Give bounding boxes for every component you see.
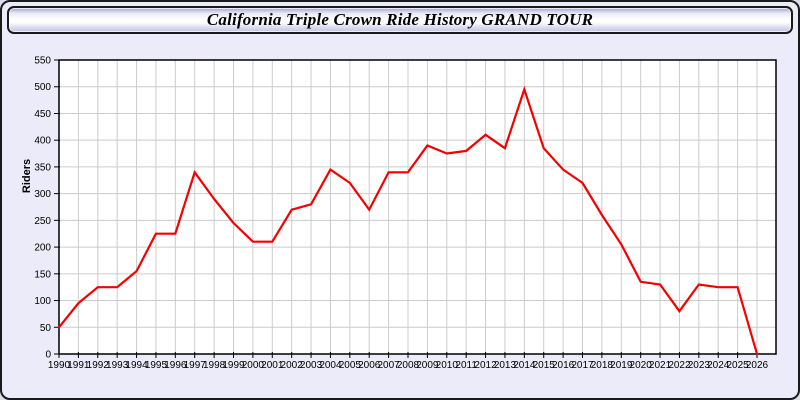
x-tick-label: 1994 xyxy=(125,360,148,371)
x-tick-label: 2020 xyxy=(630,360,653,371)
x-tick-label: 1995 xyxy=(145,360,168,371)
gridlines xyxy=(59,60,776,354)
x-tick-label: 2016 xyxy=(552,360,575,371)
x-tick-label: 2019 xyxy=(610,360,633,371)
title-bar: California Triple Crown Ride History GRA… xyxy=(7,6,793,34)
y-tick-label: 0 xyxy=(45,350,51,361)
x-tick-label: 1990 xyxy=(48,360,71,371)
x-tick-label: 1996 xyxy=(164,360,187,371)
y-tick-label: 450 xyxy=(34,109,51,120)
x-tick-label: 2018 xyxy=(591,360,614,371)
plot-area xyxy=(59,60,776,354)
x-tick-label: 2012 xyxy=(474,360,497,371)
x-tick-label: 1999 xyxy=(222,360,245,371)
y-tick-label: 50 xyxy=(40,323,52,334)
x-tick-label: 2003 xyxy=(300,360,323,371)
x-tick-label: 2022 xyxy=(668,360,691,371)
x-tick-label: 1992 xyxy=(87,360,110,371)
x-tick-label: 2023 xyxy=(688,360,711,371)
x-tick-label: 2011 xyxy=(455,360,477,371)
x-tick-label: 1993 xyxy=(106,360,129,371)
x-tick-label: 2001 xyxy=(261,360,284,371)
x-tick-label: 2013 xyxy=(494,360,517,371)
x-tick-label: 2004 xyxy=(319,360,342,371)
y-tick-label: 250 xyxy=(34,216,51,227)
x-tick-label: 2002 xyxy=(281,360,304,371)
y-tick-label: 200 xyxy=(34,243,51,254)
x-tick-label: 1998 xyxy=(203,360,226,371)
x-tick-label: 2024 xyxy=(707,360,730,371)
y-axis-title: Riders xyxy=(21,158,34,194)
plot-frame xyxy=(58,59,777,355)
x-tick-label: 2009 xyxy=(416,360,439,371)
x-tick-label: 2005 xyxy=(339,360,362,371)
x-tick-label: 2026 xyxy=(746,360,769,371)
y-tick-label: 550 xyxy=(34,56,51,67)
x-tick-label: 2025 xyxy=(726,360,749,371)
x-tick-label: 2006 xyxy=(358,360,381,371)
ride-history-chart: 0 50 100 150 200 250 300 350 400 450 500 550 1990 199… xyxy=(2,38,798,398)
x-tick-labels: 1990199119921993199419951996199719981999… xyxy=(48,360,769,371)
x-tick-label: 2014 xyxy=(513,360,536,371)
x-tick-label: 2007 xyxy=(377,360,400,371)
x-tick-label: 2000 xyxy=(242,360,265,371)
riders-series-line xyxy=(57,85,759,356)
page-title: California Triple Crown Ride History GRA… xyxy=(206,10,594,29)
x-tick-label: 2017 xyxy=(571,360,594,371)
y-tick-labels: 0 50 100 150 200 250 300 350 400 450 500 550 xyxy=(34,56,51,361)
x-tick-label: 2010 xyxy=(436,360,459,371)
y-tick-label: 500 xyxy=(34,82,51,93)
y-tick-label: 300 xyxy=(34,189,51,200)
y-tick-label: 100 xyxy=(34,296,51,307)
y-tick-label: 350 xyxy=(34,162,51,173)
y-tick-label: 150 xyxy=(34,269,51,280)
x-tick-label: 2008 xyxy=(397,360,420,371)
x-tick-label: 1991 xyxy=(67,360,90,371)
x-tick-label: 2021 xyxy=(649,360,672,371)
x-tick-label: 2015 xyxy=(533,360,556,371)
y-tick-label: 400 xyxy=(34,136,51,147)
chart-svg: 0501001502002503003504004505005501990199… xyxy=(34,56,777,371)
x-tick-label: 1997 xyxy=(184,360,207,371)
